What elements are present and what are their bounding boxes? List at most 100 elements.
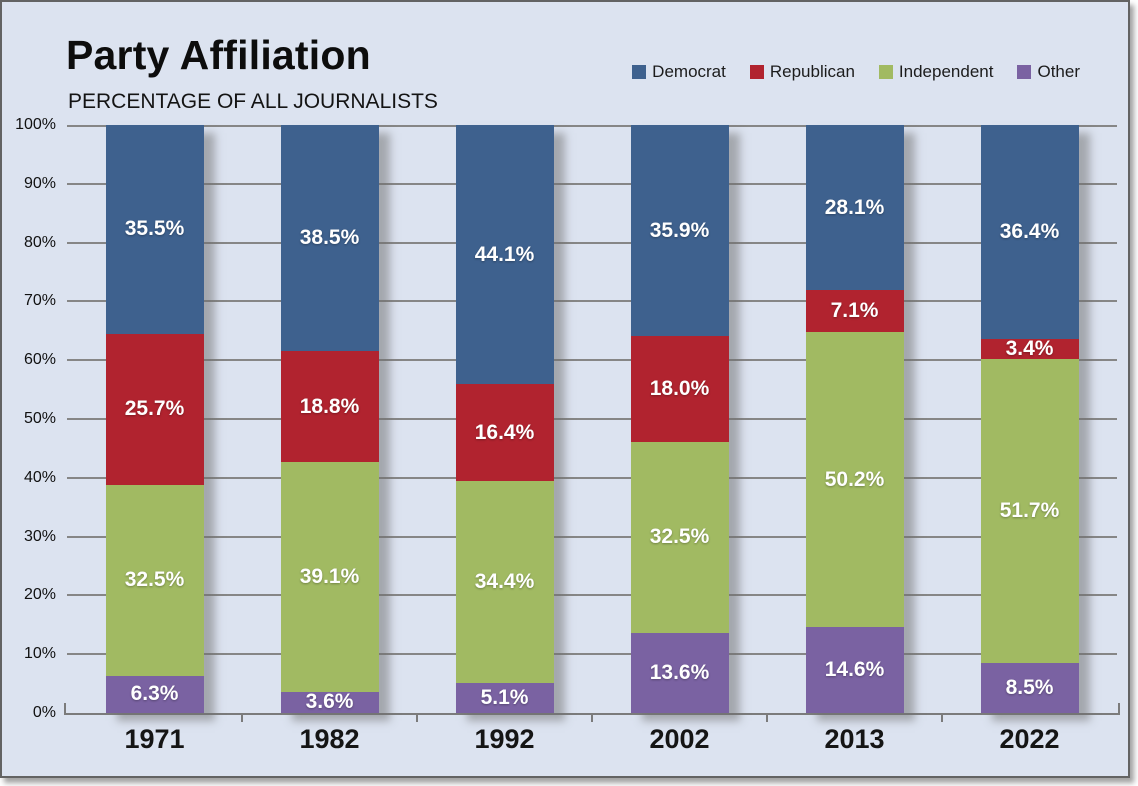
legend-label: Democrat — [652, 62, 726, 81]
bar-segment-democrat: 38.5% — [280, 125, 379, 352]
value-label: 35.9% — [649, 218, 710, 242]
y-axis-tick-label: 30% — [23, 527, 56, 545]
y-axis-tick-label: 70% — [23, 292, 56, 310]
bar-segment-republican: 7.1% — [805, 290, 904, 332]
stacked-bar-2013: 28.1% 7.1% 50.2% 14.6% — [805, 125, 904, 713]
gridline — [67, 535, 1117, 538]
value-label: 16.4% — [474, 420, 535, 444]
page-title: Party Affiliation — [66, 32, 371, 78]
x-axis-end-tick — [64, 703, 66, 713]
value-label: 44.1% — [474, 242, 535, 266]
legend-swatch-icon — [632, 65, 647, 79]
value-label: 32.5% — [649, 525, 710, 549]
y-axis-tick-label: 40% — [23, 468, 56, 486]
legend-label: Other — [1037, 62, 1080, 81]
value-label: 25.7% — [124, 397, 185, 421]
bar-group-1982: 38.5% 18.8% 39.1% 3.6% — [242, 125, 417, 713]
gridline — [67, 359, 1117, 362]
value-label: 6.3% — [130, 682, 179, 706]
x-axis-tick — [765, 713, 768, 722]
bar-segment-democrat: 28.1% — [805, 125, 904, 291]
x-axis-tick — [591, 713, 593, 722]
bar-segment-independent: 32.5% — [105, 484, 204, 676]
x-axis-label-2022: 2022 — [999, 724, 1060, 754]
gridline — [67, 476, 1117, 479]
bar-segment-other: 5.1% — [455, 682, 554, 713]
value-label: 18.0% — [649, 376, 710, 400]
bar-segment-independent: 51.7% — [980, 359, 1079, 663]
plot-area: 0% 10% 20% 30% 40% 50% 60% 70% 80% 90% 100% 35.5% 25… — [15, 116, 1120, 722]
bar-segment-other: 8.5% — [980, 663, 1079, 713]
value-label: 32.5% — [124, 568, 185, 592]
legend-item-other: Other — [1017, 62, 1080, 82]
value-label: 14.6% — [824, 658, 885, 682]
bar-segment-other: 13.6% — [630, 633, 729, 713]
bar-segment-republican: 16.4% — [455, 384, 554, 481]
value-label: 3.6% — [305, 690, 354, 714]
value-label: 35.5% — [124, 217, 185, 241]
bar-segment-independent: 32.5% — [630, 441, 729, 633]
y-axis-tick-label: 10% — [23, 645, 56, 663]
value-label: 38.5% — [299, 226, 360, 250]
bar-segment-republican: 18.0% — [630, 336, 729, 442]
x-axis-end-tick — [1118, 703, 1120, 713]
y-axis-tick-label: 0% — [32, 704, 56, 721]
bar-group-1992: 44.1% 16.4% 34.4% 5.1% — [417, 125, 592, 713]
bar-group-2013: 28.1% 7.1% 50.2% 14.6% — [767, 125, 942, 713]
y-axis-tick-label: 60% — [23, 351, 56, 369]
bar-segment-republican: 3.4% — [980, 337, 1079, 361]
value-label: 7.1% — [830, 299, 879, 323]
bar-segment-republican: 25.7% — [105, 333, 204, 485]
value-label: 28.1% — [824, 195, 885, 219]
bar-segment-other: 6.3% — [105, 675, 204, 713]
value-label: 34.4% — [474, 569, 535, 593]
value-label: 3.4% — [1005, 337, 1054, 361]
legend-label: Independent — [898, 62, 994, 81]
legend: Democrat Republican Independent Other — [632, 62, 1080, 82]
stacked-bar-1971: 35.5% 25.7% 32.5% 6.3% — [105, 125, 204, 713]
legend-label: Republican — [769, 62, 855, 81]
value-label: 39.1% — [299, 564, 360, 588]
stacked-bar-2002: 35.9% 18.0% 32.5% 13.6% — [630, 125, 729, 713]
bar-segment-democrat: 35.5% — [105, 125, 204, 334]
legend-item-independent: Independent — [878, 62, 994, 82]
bar-segment-other: 3.6% — [280, 690, 379, 714]
y-axis-tick-label: 90% — [23, 174, 56, 192]
bar-segment-republican: 18.8% — [280, 351, 379, 462]
legend-swatch-icon — [878, 65, 893, 79]
stacked-bar-1992: 44.1% 16.4% 34.4% 5.1% — [455, 125, 554, 713]
stacked-bar-1982: 38.5% 18.8% 39.1% 3.6% — [280, 125, 379, 714]
bar-segment-democrat: 35.9% — [630, 125, 729, 337]
bar-group-1971: 35.5% 25.7% 32.5% 6.3% — [67, 125, 242, 713]
value-label: 13.6% — [649, 660, 710, 684]
x-axis-label-2013: 2013 — [824, 724, 885, 754]
legend-item-democrat: Democrat — [632, 62, 726, 82]
x-axis-label-1982: 1982 — [299, 724, 360, 754]
bar-group-2022: 36.4% 3.4% 51.7% 8.5% — [942, 125, 1117, 713]
value-label: 18.8% — [299, 394, 360, 418]
y-axis-tick-label: 50% — [23, 410, 56, 427]
gridline — [67, 300, 1117, 303]
bar-segment-independent: 50.2% — [805, 331, 904, 628]
x-axis-label-1971: 1971 — [124, 724, 185, 754]
value-label: 50.2% — [824, 467, 885, 491]
value-label: 51.7% — [999, 499, 1060, 522]
bar-segment-independent: 34.4% — [455, 480, 554, 683]
bar-segment-democrat: 44.1% — [455, 125, 554, 385]
gridline — [67, 653, 1117, 656]
gridline — [67, 241, 1117, 244]
stacked-bar-2022: 36.4% 3.4% 51.7% 8.5% — [980, 125, 1079, 713]
x-axis-label-1992: 1992 — [474, 724, 535, 754]
x-axis-label-2002: 2002 — [649, 724, 710, 754]
bar-segment-independent: 39.1% — [280, 461, 379, 692]
legend-item-republican: Republican — [749, 62, 855, 82]
bar-segment-democrat: 36.4% — [980, 125, 1079, 340]
x-axis-tick — [415, 713, 418, 722]
bar-group-2002: 35.9% 18.0% 32.5% 13.6% — [592, 125, 767, 713]
legend-swatch-icon — [749, 65, 764, 79]
x-axis-tick — [941, 713, 943, 722]
gridline — [67, 418, 1117, 420]
y-axis-tick-label: 80% — [23, 233, 56, 251]
chart-subtitle: PERCENTAGE OF ALL JOURNALISTS — [68, 90, 438, 113]
